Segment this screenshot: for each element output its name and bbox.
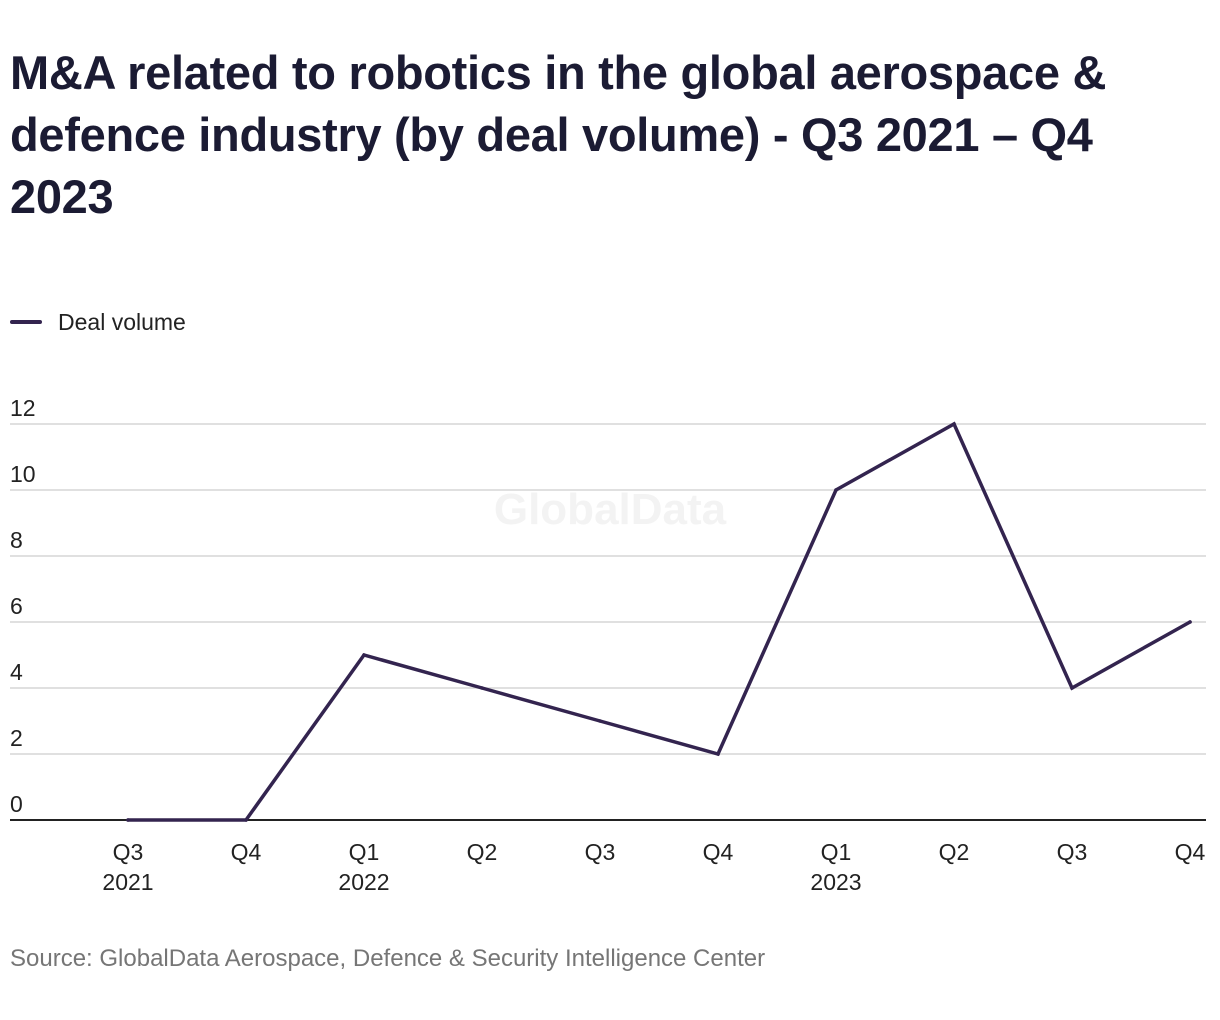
y-tick-label: 0 <box>10 791 23 817</box>
data-point <box>716 752 720 756</box>
legend-swatch <box>10 320 42 324</box>
x-tick-label: Q3 <box>113 839 144 865</box>
y-tick-label: 6 <box>10 593 23 619</box>
data-point <box>1070 686 1074 690</box>
y-tick-label: 8 <box>10 527 23 553</box>
x-tick-label: Q3 <box>1057 839 1088 865</box>
data-point <box>598 719 602 723</box>
y-tick-label: 12 <box>10 395 36 421</box>
x-tick-year-label: 2023 <box>810 869 861 895</box>
source-note: Source: GlobalData Aerospace, Defence & … <box>10 945 766 972</box>
data-point <box>1188 620 1192 624</box>
series-line-deal-volume <box>126 421 1192 822</box>
x-tick-label: Q4 <box>1175 839 1206 865</box>
x-tick-year-label: 2022 <box>338 869 389 895</box>
y-tick-label: 10 <box>10 461 36 487</box>
data-point <box>126 818 130 822</box>
legend: Deal volume <box>10 305 186 339</box>
x-tick-label: Q4 <box>703 839 734 865</box>
chart-title: M&A related to robotics in the global ae… <box>10 46 1107 223</box>
x-tick-label: Q1 <box>349 839 380 865</box>
data-point <box>480 686 484 690</box>
x-tick-label: Q4 <box>231 839 262 865</box>
x-tick-label: Q2 <box>467 839 498 865</box>
x-axis-ticks: Q3 2021 Q4 Q1 2022 Q2 Q3 Q4 Q1 2023 Q2 Q3 Q4 <box>102 839 1205 895</box>
data-point <box>244 818 248 822</box>
grid-lines <box>10 423 1206 755</box>
data-point <box>362 653 366 657</box>
x-tick-label: Q2 <box>939 839 970 865</box>
y-tick-label: 4 <box>10 659 23 685</box>
x-tick-label: Q3 <box>585 839 616 865</box>
data-point <box>952 422 956 426</box>
y-axis-ticks: 0 2 4 6 8 10 12 <box>10 395 36 817</box>
x-tick-year-label: 2021 <box>102 869 153 895</box>
data-point <box>834 488 838 492</box>
watermark: GlobalData <box>494 485 727 534</box>
y-tick-label: 2 <box>10 725 23 751</box>
legend-label: Deal volume <box>58 308 186 335</box>
series-layer <box>126 421 1192 822</box>
x-tick-label: Q1 <box>821 839 852 865</box>
